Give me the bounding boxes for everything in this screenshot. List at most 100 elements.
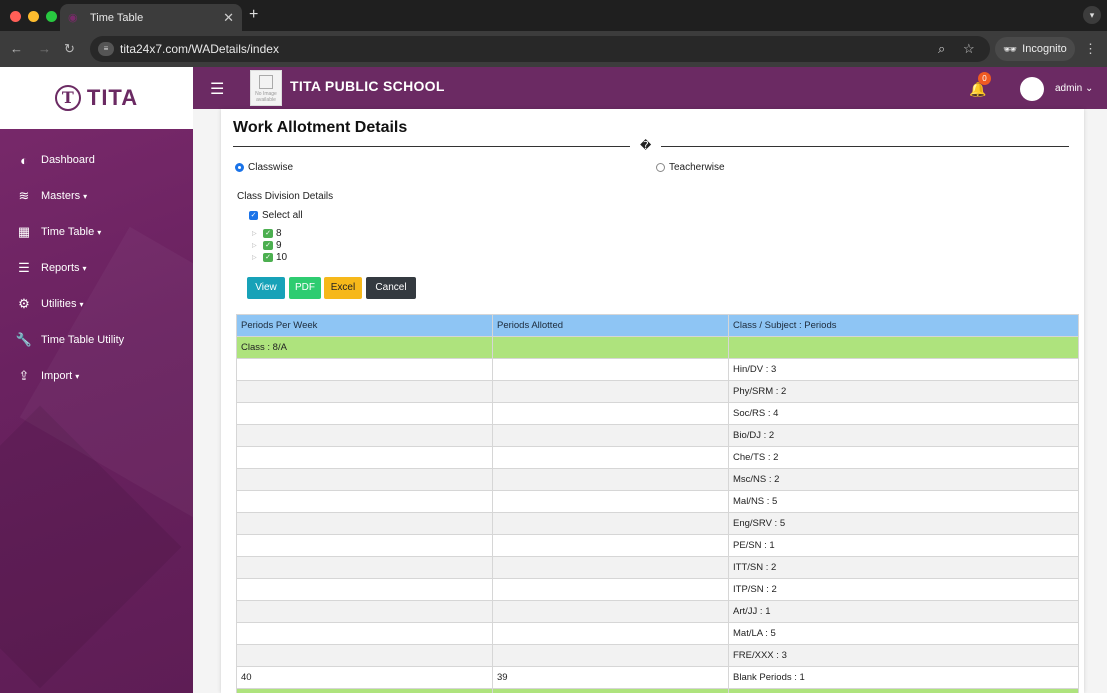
minimize-window-icon[interactable] [28,11,39,22]
page-title: Work Allotment Details [233,119,408,136]
periods-per-week-cell: 40 [236,666,493,689]
empty-cell [236,380,493,403]
empty-cell [492,622,729,645]
subject-cell: ITT/SN : 2 [728,556,1079,579]
divider-glyph: � [640,140,652,152]
empty-cell [236,512,493,535]
app-header: ☰ No Image available TITA PUBLIC SCHOOL … [193,67,1107,109]
maximize-window-icon[interactable] [46,11,57,22]
new-tab-icon[interactable]: + [249,6,259,23]
empty-cell [236,644,493,667]
sidebar-item-utilities[interactable]: ⚙ Utilities ▾ [0,286,193,322]
view-button[interactable]: View [247,277,285,299]
logo-mark-icon: T [54,85,81,111]
checkbox-checked-icon[interactable]: ✓ [249,211,258,220]
url-field[interactable]: ≡ tita24x7.com/WADetails/index ⌕ ☆ [90,36,990,62]
sidebar-item-time-table[interactable]: ▦ Time Table ▾ [0,214,193,250]
user-avatar[interactable] [1020,77,1044,101]
select-all-checkbox[interactable]: ✓ Select all [249,210,303,221]
hamburger-menu-icon[interactable]: ☰ [210,81,225,98]
subject-cell: Mal/NS : 5 [728,490,1079,513]
sidebar-item-masters[interactable]: ≋ Masters ▾ [0,178,193,214]
tree-check-icon[interactable]: ✓ [263,228,273,238]
sidebar-item-label: Reports [41,262,80,274]
radio-label: Classwise [248,162,294,173]
incognito-badge[interactable]: 🕶 Incognito [995,37,1075,61]
empty-cell [492,490,729,513]
table-row: FRE/XXX : 3 [236,644,1079,667]
sidebar-item-reports[interactable]: ☰ Reports ▾ [0,250,193,286]
empty-cell [492,512,729,535]
browser-tab-bar: ◉ Time Table ✕ + ▾ [0,0,1107,31]
empty-cell [492,402,729,425]
empty-cell [236,468,493,491]
empty-cell [236,446,493,469]
column-header: Periods Per Week [236,314,493,337]
subject-cell: Eng/SRV : 5 [728,512,1079,535]
subject-cell: FRE/XXX : 3 [728,644,1079,667]
cancel-button[interactable]: Cancel [366,277,416,299]
browser-menu-icon[interactable]: ⋮ [1084,41,1097,56]
sidebar-item-dashboard[interactable]: ◐ Dashboard [0,142,193,178]
work-allotment-table: Periods Per Week Periods Allotted Class … [236,314,1079,693]
browser-tab[interactable]: ◉ Time Table ✕ [60,4,242,31]
tab-search-icon[interactable]: ▾ [1083,6,1101,24]
tree-check-icon[interactable]: ✓ [263,240,273,250]
table-row: Che/TS : 2 [236,446,1079,469]
empty-cell [492,578,729,601]
bookmark-star-icon[interactable]: ☆ [963,41,975,56]
tab-close-icon[interactable]: ✕ [223,9,234,25]
user-menu[interactable]: admin ⌄ [1055,83,1093,94]
table-row: ITT/SN : 2 [236,556,1079,579]
tree-node-class-9[interactable]: ▷ ✓ 9 [252,239,287,251]
empty-cell [236,402,493,425]
table-header-row: Periods Per Week Periods Allotted Class … [236,314,1079,337]
notification-count-badge: 0 [978,72,991,85]
url-text: tita24x7.com/WADetails/index [120,42,279,56]
site-info-icon[interactable]: ≡ [98,42,114,56]
radio-selected-icon[interactable] [235,163,244,172]
pdf-button[interactable]: PDF [289,277,321,299]
class-row [236,688,1079,693]
tree-node-label: 9 [276,239,282,251]
reload-icon[interactable]: ↻ [64,41,75,56]
zoom-icon[interactable]: ⌕ [938,41,946,56]
close-window-icon[interactable] [10,11,21,22]
upload-icon: ⇪ [18,368,30,383]
tree-check-icon[interactable]: ✓ [263,252,273,262]
sidebar-item-label: Masters [41,190,81,202]
empty-cell [728,336,1079,359]
radio-unselected-icon[interactable] [656,163,665,172]
empty-cell [236,688,493,693]
empty-cell [236,600,493,623]
subject-cell: PE/SN : 1 [728,534,1079,557]
sidebar-item-time-table-utility[interactable]: 🔧 Time Table Utility [0,322,193,358]
back-icon[interactable]: ← [10,41,23,56]
divider [233,146,630,147]
class-division-label: Class Division Details [237,191,334,202]
expand-triangle-icon[interactable]: ▷ [252,242,257,249]
empty-cell [492,424,729,447]
class-row: Class : 8/A [236,336,1079,359]
summary-row: 40 39 Blank Periods : 1 [236,666,1079,689]
tree-node-class-10[interactable]: ▷ ✓ 10 [252,251,287,263]
expand-triangle-icon[interactable]: ▷ [252,254,257,261]
radio-teacherwise[interactable]: Teacherwise [656,162,725,173]
empty-cell [492,468,729,491]
excel-button[interactable]: Excel [324,277,362,299]
incognito-icon: 🕶 [1003,43,1018,56]
notification-bell-icon[interactable]: 🔔 [969,81,987,97]
table-row: Eng/SRV : 5 [236,512,1079,535]
app-logo[interactable]: T TITA [0,67,193,129]
empty-cell [492,358,729,381]
radio-classwise[interactable]: Classwise [235,162,293,173]
forward-icon[interactable]: → [38,41,51,56]
expand-triangle-icon[interactable]: ▷ [252,230,257,237]
empty-cell [492,600,729,623]
class-tree: ▷ ✓ 8 ▷ ✓ 9 ▷ ✓ 10 [252,227,287,263]
tree-node-class-8[interactable]: ▷ ✓ 8 [252,227,287,239]
user-name: admin [1055,83,1083,94]
blank-periods-cell: Blank Periods : 1 [728,666,1079,689]
sidebar-item-import[interactable]: ⇪ Import ▾ [0,358,193,394]
empty-cell [728,688,1079,693]
